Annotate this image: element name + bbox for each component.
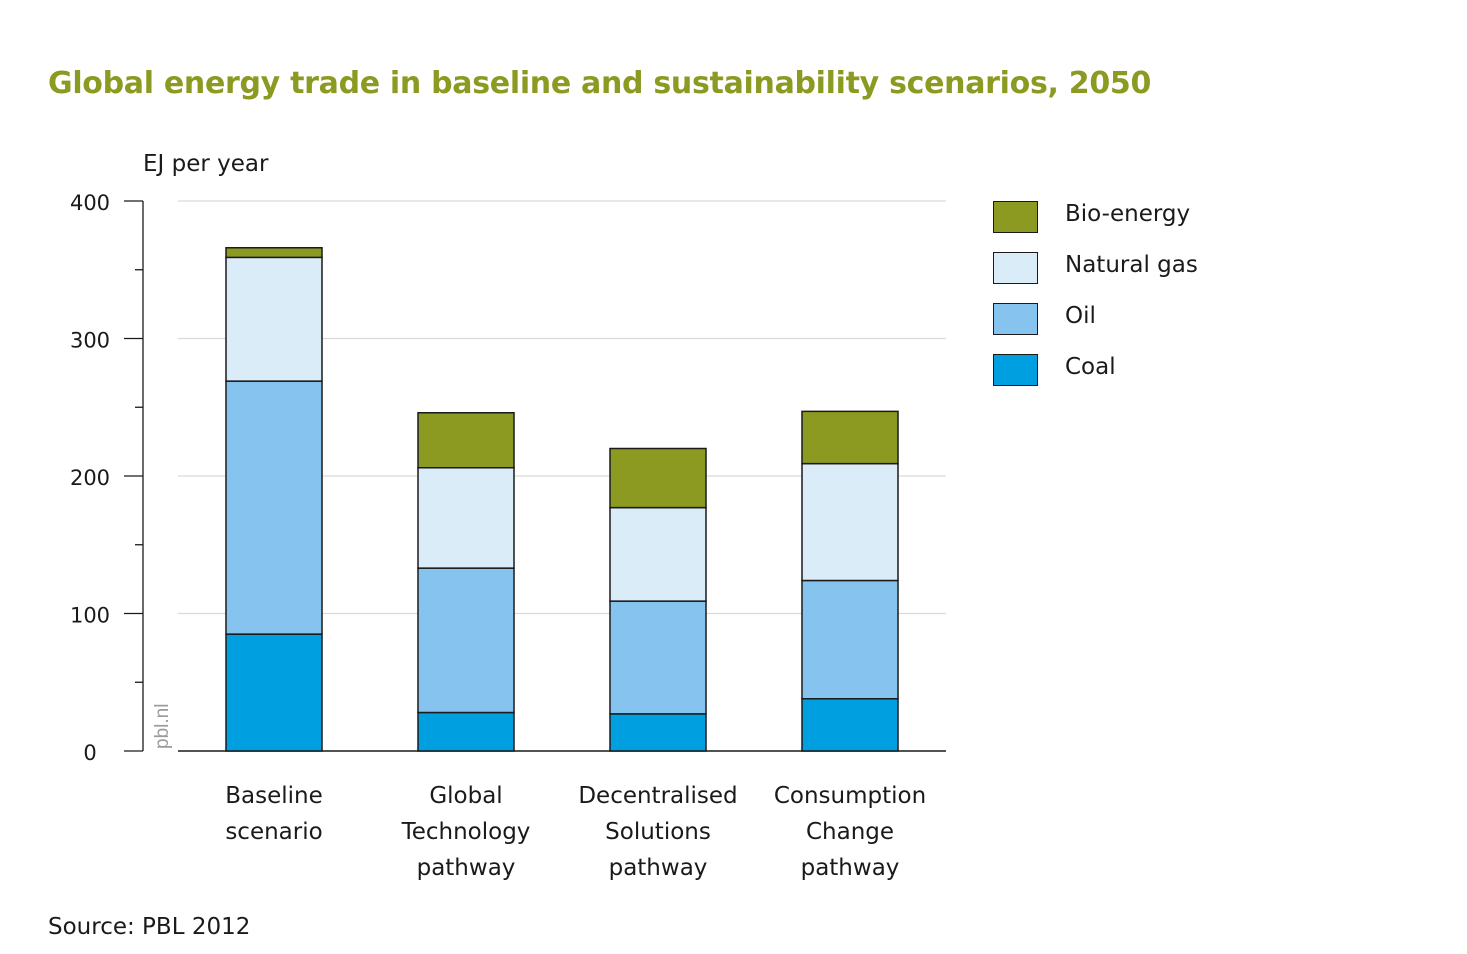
x-category-label-line: pathway <box>800 855 900 881</box>
y-tick-label: 300 <box>70 329 110 353</box>
y-tick-label: 400 <box>70 191 110 215</box>
x-category-label: Decentralised Solutions pathway <box>568 778 748 886</box>
legend-swatch <box>993 303 1038 335</box>
legend-swatch <box>993 252 1038 284</box>
x-category-label-line: scenario <box>225 819 323 845</box>
bar-segment-natural-gas <box>417 467 515 569</box>
legend-label: Oil <box>1065 303 1096 329</box>
bar-segment-bio-energy <box>417 412 515 469</box>
bar-segment-coal <box>801 698 899 752</box>
x-category-label-line: Consumption <box>773 783 927 809</box>
bar-segment-coal <box>225 633 323 752</box>
bar-segment-bio-energy <box>609 447 707 509</box>
legend-label: Natural gas <box>1065 252 1198 278</box>
x-category-label: Consumption Change pathway <box>760 778 940 886</box>
x-category-label-line: pathway <box>416 855 516 881</box>
x-category-label-line: Baseline <box>225 783 323 809</box>
source-note: Source: PBL 2012 <box>48 914 251 940</box>
x-category-label: Global Technology pathway <box>376 778 556 886</box>
bar-segment-natural-gas <box>801 462 899 582</box>
y-tick-label: 0 <box>83 741 96 765</box>
legend-swatch <box>993 354 1038 386</box>
x-category-label-line: Technology <box>401 819 531 845</box>
x-category-label-line: Global <box>429 783 503 809</box>
y-axis-unit-label: EJ per year <box>143 151 269 177</box>
bar-segment-bio-energy <box>801 410 899 465</box>
x-category-label-line: pathway <box>608 855 708 881</box>
bar-segment-oil <box>417 567 515 714</box>
x-category-label-line: Decentralised <box>578 783 738 809</box>
bar-segment-oil <box>801 579 899 700</box>
legend-swatch <box>993 201 1038 233</box>
chart-title: Global energy trade in baseline and sust… <box>48 66 1152 101</box>
stacked-bar-chart: 0 100 200 300 400 pbl.nl <box>70 191 946 765</box>
bar-segment-natural-gas <box>225 256 323 382</box>
bar-segment-bio-energy <box>225 247 323 259</box>
bar-segment-coal <box>609 713 707 752</box>
x-category-label-line: Change <box>805 819 895 845</box>
x-category-label: Baseline scenario <box>184 778 364 850</box>
legend-label: Bio-energy <box>1065 201 1191 227</box>
bar-segment-oil <box>225 380 323 635</box>
bar-segment-coal <box>417 711 515 752</box>
bar-segment-oil <box>609 600 707 715</box>
bars <box>225 247 899 752</box>
watermark-text: pbl.nl <box>152 704 173 749</box>
legend-label: Coal <box>1065 354 1116 380</box>
x-category-label-line: Solutions <box>605 819 711 845</box>
y-tick-label: 100 <box>70 604 110 628</box>
bar-segment-natural-gas <box>609 506 707 602</box>
y-tick-label: 200 <box>70 466 110 490</box>
